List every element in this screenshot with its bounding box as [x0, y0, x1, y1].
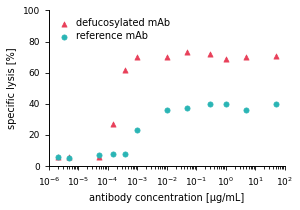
- defucosylated mAb: [97, 155, 101, 158]
- reference mAb: [123, 152, 128, 155]
- defucosylated mAb: [123, 68, 128, 71]
- Y-axis label: specific lysis [%]: specific lysis [%]: [7, 47, 17, 129]
- reference mAb: [110, 152, 115, 155]
- reference mAb: [223, 102, 228, 105]
- reference mAb: [185, 107, 190, 110]
- reference mAb: [67, 157, 72, 160]
- reference mAb: [208, 102, 213, 105]
- reference mAb: [164, 108, 169, 112]
- defucosylated mAb: [185, 51, 190, 54]
- defucosylated mAb: [135, 55, 140, 59]
- defucosylated mAb: [164, 55, 169, 59]
- defucosylated mAb: [244, 55, 249, 59]
- reference mAb: [55, 155, 60, 158]
- defucosylated mAb: [110, 122, 115, 126]
- reference mAb: [135, 129, 140, 132]
- defucosylated mAb: [67, 155, 72, 158]
- reference mAb: [273, 102, 278, 105]
- defucosylated mAb: [223, 57, 228, 60]
- reference mAb: [244, 108, 249, 112]
- Legend: defucosylated mAb, reference mAb: defucosylated mAb, reference mAb: [54, 15, 173, 44]
- defucosylated mAb: [273, 54, 278, 57]
- defucosylated mAb: [55, 155, 60, 158]
- defucosylated mAb: [208, 52, 213, 56]
- reference mAb: [97, 154, 101, 157]
- X-axis label: antibody concentration [μg/mL]: antibody concentration [μg/mL]: [89, 193, 244, 203]
